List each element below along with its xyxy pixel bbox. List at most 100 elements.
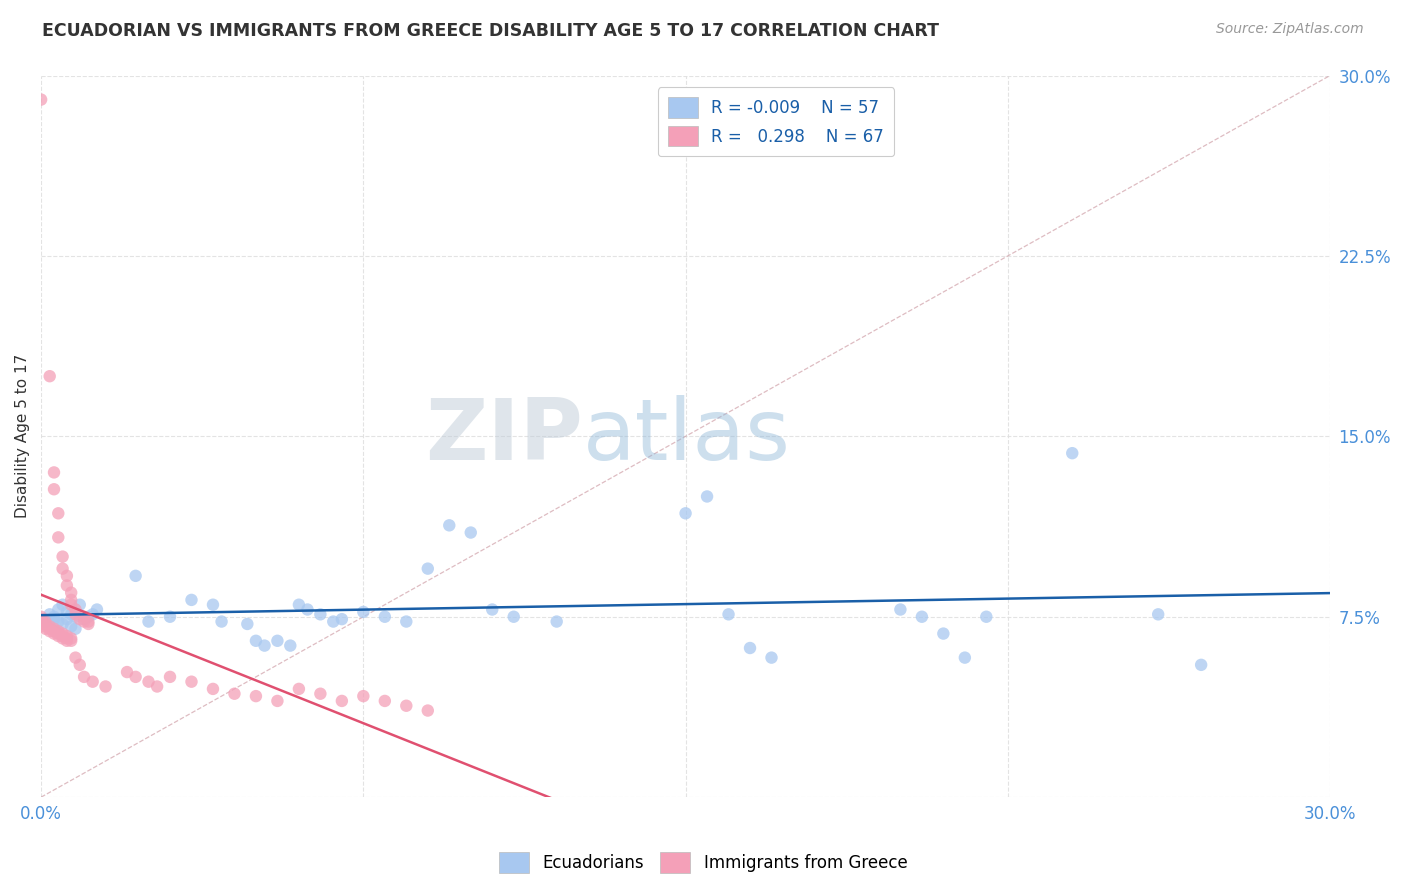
Point — [42, 612, 65, 626]
Point — [77, 615, 100, 629]
Point — [138, 615, 160, 629]
Point — [60, 585, 83, 599]
Point — [73, 612, 96, 626]
Point — [309, 687, 332, 701]
Text: Source: ZipAtlas.com: Source: ZipAtlas.com — [1216, 22, 1364, 37]
Point — [42, 626, 65, 640]
Point — [502, 609, 524, 624]
Point — [86, 602, 108, 616]
Point — [245, 689, 267, 703]
Point — [460, 525, 482, 540]
Point — [56, 612, 79, 626]
Point — [94, 680, 117, 694]
Point — [352, 689, 374, 703]
Point — [439, 518, 461, 533]
Point — [46, 626, 69, 640]
Point — [546, 615, 568, 629]
Point — [374, 694, 396, 708]
Point — [138, 674, 160, 689]
Point — [309, 607, 332, 622]
Point — [278, 639, 301, 653]
Point — [69, 657, 91, 672]
Point — [52, 549, 75, 564]
Point — [56, 633, 79, 648]
Point — [82, 674, 104, 689]
Point — [52, 632, 75, 646]
Legend: R = -0.009    N = 57, R =   0.298    N = 67: R = -0.009 N = 57, R = 0.298 N = 67 — [658, 87, 894, 156]
Point — [416, 704, 439, 718]
Point — [30, 617, 52, 632]
Point — [159, 670, 181, 684]
Point — [60, 633, 83, 648]
Point — [30, 615, 52, 629]
Point — [52, 598, 75, 612]
Point — [889, 602, 911, 616]
Point — [30, 93, 52, 107]
Point — [124, 569, 146, 583]
Point — [65, 650, 87, 665]
Point — [322, 615, 344, 629]
Point — [46, 615, 69, 629]
Point — [395, 698, 418, 713]
Point — [288, 681, 311, 696]
Point — [73, 670, 96, 684]
Point — [46, 506, 69, 520]
Point — [38, 619, 60, 633]
Point — [1189, 657, 1212, 672]
Point — [52, 617, 75, 632]
Text: ZIP: ZIP — [425, 395, 582, 478]
Point — [124, 670, 146, 684]
Point — [34, 622, 56, 636]
Point — [56, 629, 79, 643]
Point — [82, 607, 104, 622]
Point — [395, 615, 418, 629]
Point — [696, 490, 718, 504]
Legend: Ecuadorians, Immigrants from Greece: Ecuadorians, Immigrants from Greece — [492, 846, 914, 880]
Point — [46, 624, 69, 639]
Point — [60, 619, 83, 633]
Y-axis label: Disability Age 5 to 17: Disability Age 5 to 17 — [15, 354, 30, 518]
Point — [352, 605, 374, 619]
Point — [42, 622, 65, 636]
Text: atlas: atlas — [582, 395, 790, 478]
Point — [65, 622, 87, 636]
Point — [46, 602, 69, 616]
Point — [34, 615, 56, 629]
Point — [717, 607, 740, 622]
Point — [236, 617, 259, 632]
Point — [56, 632, 79, 646]
Point — [56, 569, 79, 583]
Point — [38, 622, 60, 636]
Point — [65, 609, 87, 624]
Point — [761, 650, 783, 665]
Point — [42, 624, 65, 639]
Point — [675, 506, 697, 520]
Point — [416, 561, 439, 575]
Point — [932, 626, 955, 640]
Point — [46, 629, 69, 643]
Point — [146, 680, 169, 694]
Point — [330, 612, 353, 626]
Point — [266, 694, 288, 708]
Point — [1062, 446, 1084, 460]
Point — [34, 615, 56, 629]
Point — [180, 674, 202, 689]
Point — [330, 694, 353, 708]
Point — [253, 639, 276, 653]
Point — [69, 612, 91, 626]
Point — [201, 598, 224, 612]
Point — [201, 681, 224, 696]
Point — [42, 482, 65, 496]
Point — [60, 598, 83, 612]
Point — [56, 605, 79, 619]
Point — [115, 665, 138, 679]
Point — [65, 602, 87, 616]
Point — [38, 607, 60, 622]
Point — [953, 650, 976, 665]
Point — [211, 615, 233, 629]
Point — [56, 578, 79, 592]
Point — [245, 633, 267, 648]
Point — [911, 609, 934, 624]
Point — [52, 626, 75, 640]
Point — [46, 530, 69, 544]
